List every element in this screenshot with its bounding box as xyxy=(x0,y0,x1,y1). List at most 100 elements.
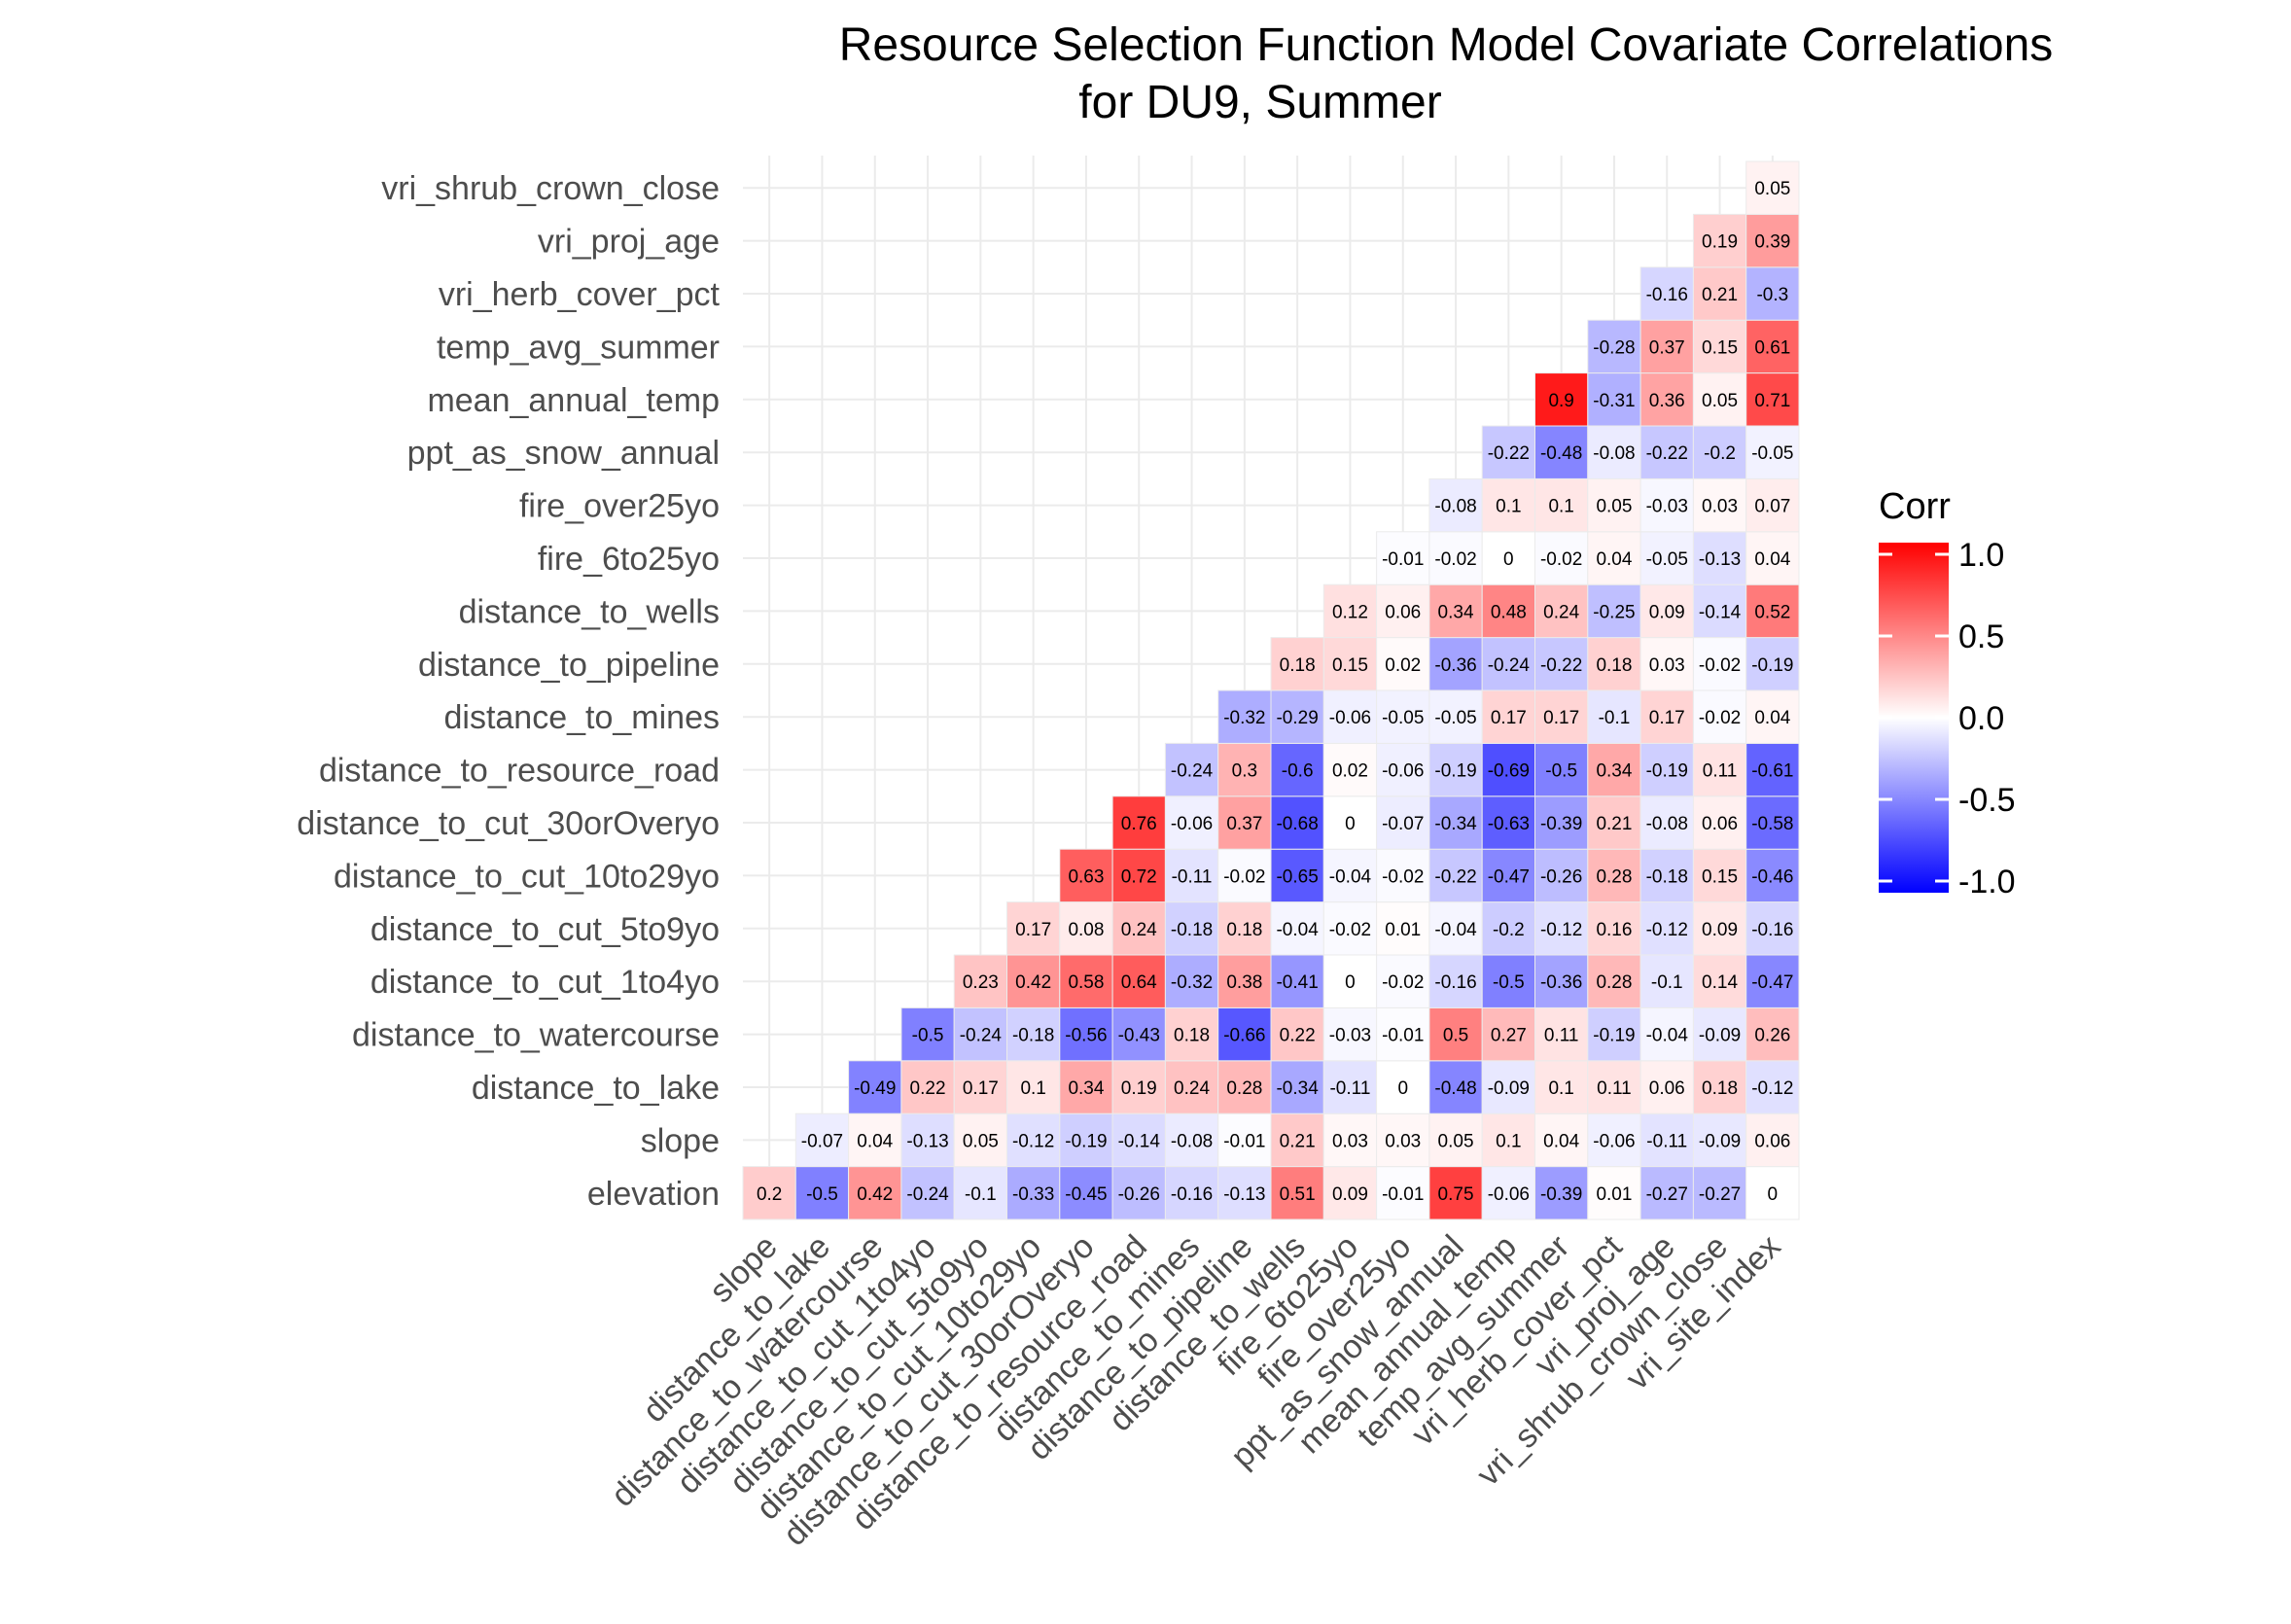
cell-value-label: -0.33 xyxy=(1012,1184,1054,1205)
heatmap-cell xyxy=(1692,213,1747,268)
cell-value-label: -0.47 xyxy=(1488,866,1530,887)
cell-value-label: 0.51 xyxy=(1280,1184,1316,1205)
cell-value-label: -0.16 xyxy=(1434,972,1476,993)
cell-value-label: -0.04 xyxy=(1434,920,1477,940)
cell-value-label: 0.01 xyxy=(1596,1184,1632,1205)
cell-value-label: 0.34 xyxy=(1438,602,1474,622)
legend-tick-label: -0.5 xyxy=(1958,782,2016,819)
cell-value-label: -0.02 xyxy=(1382,866,1424,887)
cell-value-label: 0.18 xyxy=(1596,655,1632,676)
y-tick-label: distance_to_cut_10to29yo xyxy=(334,858,720,895)
cell-value-label: -0.49 xyxy=(854,1078,896,1099)
heatmap-cell xyxy=(1587,901,1641,956)
heatmap-cell xyxy=(1692,319,1747,374)
heatmap-cell xyxy=(1534,531,1589,585)
cell-value-label: -0.08 xyxy=(1434,497,1476,517)
cell-value-label: -0.01 xyxy=(1382,549,1424,570)
cell-value-label: 0.05 xyxy=(963,1131,999,1151)
heatmap-cell xyxy=(1481,1006,1535,1062)
heatmap-cell xyxy=(1376,742,1430,797)
heatmap-cell xyxy=(1111,848,1166,903)
cell-value-label: 0.17 xyxy=(1543,708,1579,728)
cell-value-label: -0.45 xyxy=(1065,1184,1107,1205)
heatmap-cell xyxy=(1534,848,1589,903)
heatmap-cell xyxy=(1217,954,1272,1008)
legend-tick-label: 1.0 xyxy=(1958,537,2004,574)
y-tick-label: distance_to_wells xyxy=(459,593,720,630)
cell-value-label: -0.58 xyxy=(1751,814,1793,834)
cell-value-label: 0.03 xyxy=(1649,655,1685,676)
heatmap-cell xyxy=(1639,1006,1694,1062)
heatmap-cell xyxy=(1111,1166,1166,1220)
cell-value-label: -0.12 xyxy=(1540,920,1582,940)
cell-value-label: 0.23 xyxy=(963,972,999,993)
cell-value-label: 0.37 xyxy=(1649,337,1685,358)
cell-value-label: -0.24 xyxy=(960,1026,1003,1046)
cell-value-label: 0.28 xyxy=(1596,972,1632,993)
cell-value-label: -0.19 xyxy=(1434,761,1476,782)
cell-value-label: 0.09 xyxy=(1332,1184,1368,1205)
cell-value-label: -0.36 xyxy=(1540,972,1582,993)
cell-value-label: 0.16 xyxy=(1596,920,1632,940)
cell-value-label: -0.02 xyxy=(1540,549,1582,570)
cell-value-label: -0.16 xyxy=(1751,920,1793,940)
heatmap-cell xyxy=(1270,954,1324,1008)
cell-value-label: -0.69 xyxy=(1488,761,1530,782)
cell-value-label: -0.05 xyxy=(1646,549,1688,570)
heatmap-cell xyxy=(1270,1060,1324,1114)
heatmap-cell xyxy=(1692,1060,1747,1114)
legend-title: Corr xyxy=(1879,486,1951,527)
heatmap-cell xyxy=(1639,583,1694,639)
cell-value-label: -0.18 xyxy=(1646,866,1688,887)
cell-value-label: -0.06 xyxy=(1382,761,1424,782)
cell-value-label: -0.11 xyxy=(1172,866,1213,887)
heatmap-cell xyxy=(1428,1006,1483,1062)
heatmap-cell xyxy=(1745,319,1800,374)
cell-value-label: 0.18 xyxy=(1226,920,1262,940)
cell-value-label: -0.14 xyxy=(1118,1131,1161,1151)
cell-value-label: -0.04 xyxy=(1276,920,1319,940)
heatmap-cell xyxy=(794,1112,850,1168)
heatmap-cell xyxy=(1587,1166,1641,1220)
cell-value-label: -0.28 xyxy=(1593,337,1635,358)
cell-value-label: -0.04 xyxy=(1329,866,1372,887)
heatmap-cell xyxy=(1745,266,1800,321)
cell-value-label: -0.08 xyxy=(1593,443,1635,464)
cell-value-label: -0.2 xyxy=(1704,443,1736,464)
cell-value-label: -0.13 xyxy=(906,1131,948,1151)
heatmap-cell xyxy=(1481,954,1535,1008)
cell-value-label: -0.04 xyxy=(1646,1026,1689,1046)
heatmap-cell xyxy=(1322,1060,1378,1114)
cell-value-label: 0 xyxy=(1345,972,1356,993)
heatmap-cell xyxy=(1322,1112,1378,1168)
cell-value-label: 0.04 xyxy=(1754,549,1790,570)
heatmap-cell xyxy=(953,1060,1008,1114)
heatmap-cell xyxy=(1428,477,1483,533)
cell-value-label: 0.1 xyxy=(1548,1078,1573,1099)
heatmap-cell xyxy=(1587,583,1641,639)
heatmap-cell xyxy=(1639,1166,1694,1220)
cell-value-label: 0.04 xyxy=(1543,1131,1579,1151)
cell-value-label: 0.24 xyxy=(1543,602,1579,622)
heatmap-cell xyxy=(1692,637,1747,691)
heatmap-cell xyxy=(1745,901,1800,956)
legend-tick-label: 0.5 xyxy=(1958,618,2004,655)
heatmap-cell xyxy=(1534,795,1589,850)
heatmap-cell xyxy=(1217,1112,1272,1168)
heatmap-cell xyxy=(1692,1166,1747,1220)
heatmap-cell xyxy=(1006,954,1061,1008)
cell-value-label: 0.28 xyxy=(1226,1078,1262,1099)
cell-value-label: -0.02 xyxy=(1382,972,1424,993)
cell-value-label: 0.11 xyxy=(1597,1078,1632,1099)
cell-value-label: 0.36 xyxy=(1649,391,1685,411)
y-tick-label: elevation xyxy=(587,1176,720,1213)
heatmap-cell xyxy=(1745,1006,1800,1062)
y-tick-label: fire_6to25yo xyxy=(538,541,720,578)
cell-value-label: 0.21 xyxy=(1596,814,1632,834)
cell-value-label: -0.16 xyxy=(1171,1184,1213,1205)
cell-value-label: -0.27 xyxy=(1646,1184,1688,1205)
heatmap-cell xyxy=(1428,689,1483,744)
heatmap-cell xyxy=(1745,954,1800,1008)
heatmap-cell xyxy=(1376,583,1430,639)
